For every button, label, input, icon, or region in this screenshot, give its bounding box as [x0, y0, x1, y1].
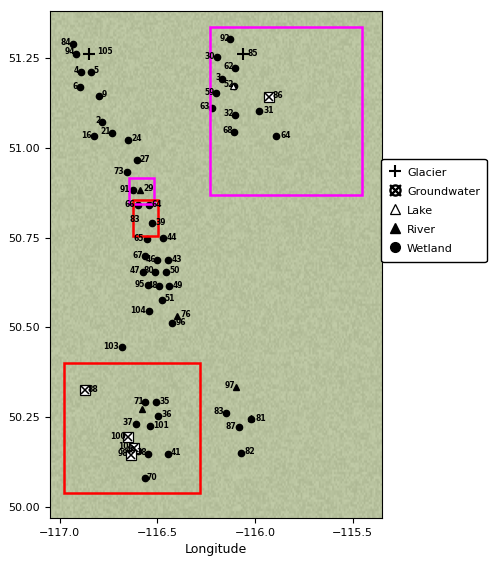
Text: 101: 101	[153, 421, 169, 430]
Text: 35: 35	[160, 397, 170, 406]
Text: 39: 39	[155, 218, 166, 227]
Text: 83: 83	[213, 408, 224, 417]
Text: 71: 71	[134, 397, 144, 406]
Y-axis label: Latitude: Latitude	[0, 239, 3, 291]
Text: 66: 66	[124, 200, 135, 209]
Text: 96: 96	[176, 318, 186, 327]
Text: 49: 49	[173, 280, 184, 289]
Text: 30: 30	[204, 52, 215, 61]
Text: 40: 40	[126, 446, 136, 455]
Text: 62: 62	[224, 62, 234, 72]
Text: 63: 63	[199, 102, 209, 111]
Text: 68: 68	[222, 126, 233, 135]
Text: 80: 80	[143, 266, 154, 275]
Text: 105: 105	[97, 47, 112, 56]
Text: 43: 43	[172, 254, 182, 263]
Text: 36: 36	[162, 410, 172, 419]
Text: 88: 88	[88, 385, 98, 394]
Text: 47: 47	[130, 266, 140, 275]
Bar	[64, 364, 200, 493]
Text: 64: 64	[280, 131, 290, 140]
Text: 4: 4	[74, 66, 79, 75]
Text: 82: 82	[245, 447, 256, 456]
Text: 87: 87	[226, 422, 236, 431]
Text: 51: 51	[165, 294, 175, 303]
Text: 24: 24	[131, 135, 141, 144]
Text: 100: 100	[110, 431, 126, 440]
Text: 76: 76	[181, 310, 192, 319]
Text: 64: 64	[152, 200, 162, 209]
Bar	[210, 28, 362, 195]
Text: 104: 104	[130, 306, 146, 315]
Text: 95: 95	[135, 280, 145, 289]
Text: 6: 6	[72, 82, 78, 91]
Text: 97: 97	[224, 381, 235, 390]
Text: 65: 65	[134, 234, 144, 243]
Text: 98: 98	[118, 449, 128, 458]
Text: 59: 59	[204, 88, 215, 97]
Text: 32: 32	[224, 109, 234, 118]
Text: 37: 37	[122, 418, 133, 427]
Text: 3: 3	[216, 73, 221, 82]
Text: 46: 46	[146, 254, 156, 263]
Text: 48: 48	[148, 280, 158, 289]
Bar	[129, 178, 154, 203]
X-axis label: Longitude: Longitude	[185, 543, 247, 556]
Text: 38: 38	[136, 448, 147, 457]
Legend: Glacier, Groundwater, Lake, River, Wetland: Glacier, Groundwater, Lake, River, Wetla…	[382, 159, 486, 262]
Text: 92: 92	[219, 34, 230, 43]
Text: 94: 94	[64, 47, 75, 56]
Text: 41: 41	[171, 448, 181, 457]
Text: 29: 29	[144, 184, 154, 193]
Text: 83: 83	[130, 215, 140, 224]
Text: 31: 31	[264, 106, 274, 115]
Text: 67: 67	[132, 251, 142, 260]
Text: 16: 16	[81, 131, 92, 140]
Text: 85: 85	[248, 49, 258, 58]
Text: 9: 9	[101, 90, 106, 99]
Text: 21: 21	[100, 127, 111, 136]
Text: 27: 27	[140, 155, 150, 164]
Bar	[133, 200, 158, 236]
Text: 2: 2	[96, 117, 101, 126]
Text: 86: 86	[273, 91, 283, 100]
Text: 103: 103	[104, 342, 120, 351]
Text: 84: 84	[61, 38, 72, 47]
Text: 73: 73	[114, 167, 124, 176]
Text: 44: 44	[167, 233, 177, 242]
Text: 5: 5	[94, 66, 99, 75]
Text: 70: 70	[146, 473, 156, 482]
Text: 50: 50	[170, 266, 180, 275]
Text: 106: 106	[118, 443, 134, 452]
Text: 81: 81	[255, 414, 266, 423]
Text: 91: 91	[120, 185, 130, 194]
Text: 52: 52	[223, 81, 234, 90]
